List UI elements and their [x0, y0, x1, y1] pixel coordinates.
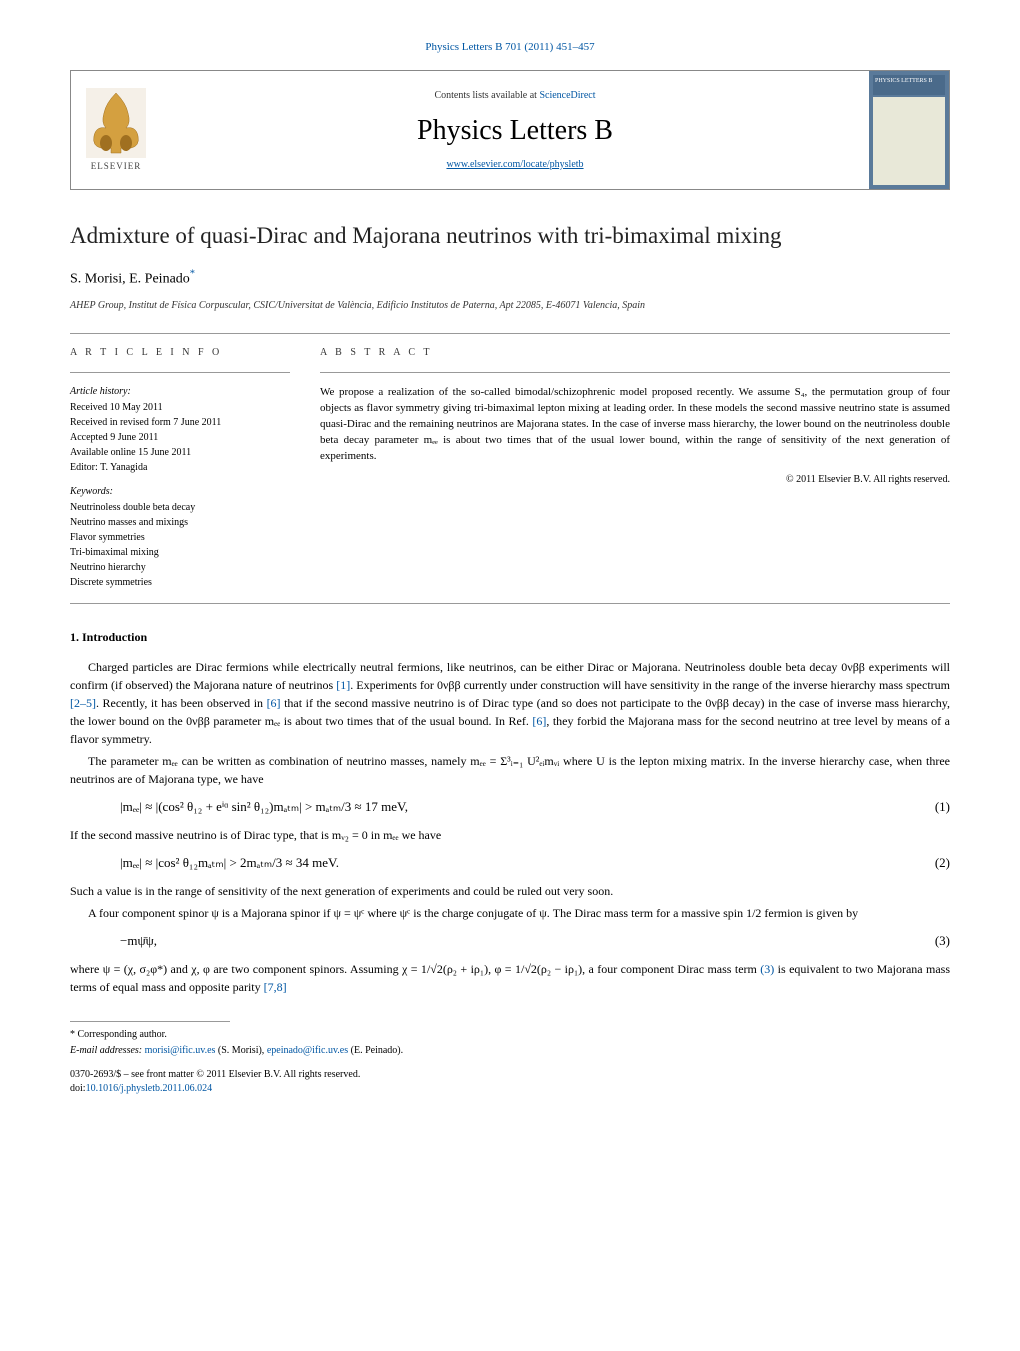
front-matter-line: 0370-2693/$ – see front matter © 2011 El…: [70, 1068, 950, 1082]
equation-number: (3): [910, 932, 950, 950]
cover-thumbnail: PHYSICS LETTERS B: [869, 71, 949, 189]
text: (E. Peinado).: [348, 1045, 403, 1056]
equation-3: −mψ̄ψ, (3): [120, 932, 950, 950]
ref-link[interactable]: [2–5]: [70, 696, 96, 710]
equation-number: (1): [910, 798, 950, 816]
authors: S. Morisi, E. Peinado*: [70, 268, 950, 289]
paragraph: If the second massive neutrino is of Dir…: [70, 826, 950, 844]
history-item: Received 10 May 2011: [70, 401, 290, 415]
footer-meta: 0370-2693/$ – see front matter © 2011 El…: [70, 1068, 950, 1096]
info-abstract-row: A R T I C L E I N F O Article history: R…: [70, 346, 950, 591]
equation-body: |mₑₑ| ≈ |(cos² θ₁₂ + eⁱᵅ sin² θ₁₂)mₐₜₘ| …: [120, 798, 910, 816]
keyword: Discrete symmetries: [70, 576, 290, 590]
journal-name: Physics Letters B: [417, 111, 613, 150]
keyword: Neutrino masses and mixings: [70, 516, 290, 530]
contents-prefix: Contents lists available at: [434, 90, 539, 101]
ref-link[interactable]: [6]: [532, 714, 546, 728]
keyword: Neutrinoless double beta decay: [70, 501, 290, 515]
keyword: Neutrino hierarchy: [70, 561, 290, 575]
header-citation: Physics Letters B 701 (2011) 451–457: [70, 40, 950, 55]
header-center: Contents lists available at ScienceDirec…: [161, 71, 869, 189]
text: . Experiments for 0νββ currently under c…: [350, 678, 950, 692]
sciencedirect-link[interactable]: ScienceDirect: [539, 90, 595, 101]
article-info-heading: A R T I C L E I N F O: [70, 346, 290, 360]
equation-number: (2): [910, 854, 950, 872]
history-label: Article history:: [70, 385, 290, 399]
history-item: Accepted 9 June 2011: [70, 431, 290, 445]
divider: [70, 372, 290, 373]
article-info-column: A R T I C L E I N F O Article history: R…: [70, 346, 290, 591]
affiliation: AHEP Group, Institut de Física Corpuscul…: [70, 299, 950, 313]
divider: [70, 333, 950, 334]
abstract-heading: A B S T R A C T: [320, 346, 950, 360]
email-link[interactable]: morisi@ific.uv.es: [145, 1045, 216, 1056]
history-item: Received in revised form 7 June 2011: [70, 416, 290, 430]
text: where ψ = (χ, σ₂φ*) and χ, φ are two com…: [70, 962, 760, 976]
section-heading: 1. Introduction: [70, 629, 950, 646]
equation-1: |mₑₑ| ≈ |(cos² θ₁₂ + eⁱᵅ sin² θ₁₂)mₐₜₘ| …: [120, 798, 950, 816]
keyword: Flavor symmetries: [70, 531, 290, 545]
cover-thumb-title: PHYSICS LETTERS B: [873, 75, 945, 95]
elsevier-tree-icon: [86, 88, 146, 158]
divider: [320, 372, 950, 373]
equation-2: |mₑₑ| ≈ |cos² θ₁₂mₐₜₘ| > 2mₐₜₘ/3 ≈ 34 me…: [120, 854, 950, 872]
text: (S. Morisi),: [215, 1045, 266, 1056]
journal-url[interactable]: www.elsevier.com/locate/physletb: [446, 158, 583, 172]
paragraph: The parameter mₑₑ can be written as comb…: [70, 752, 950, 788]
doi-line: doi:10.1016/j.physletb.2011.06.024: [70, 1082, 950, 1096]
history-item: Available online 15 June 2011: [70, 446, 290, 460]
paragraph: where ψ = (χ, σ₂φ*) and χ, φ are two com…: [70, 960, 950, 996]
history-item: Editor: T. Yanagida: [70, 461, 290, 475]
doi-link[interactable]: 10.1016/j.physletb.2011.06.024: [86, 1083, 213, 1094]
abstract-column: A B S T R A C T We propose a realization…: [320, 346, 950, 591]
equation-body: −mψ̄ψ,: [120, 932, 910, 950]
elsevier-text: ELSEVIER: [91, 160, 142, 173]
divider: [70, 603, 950, 604]
corresponding-mark[interactable]: *: [190, 271, 195, 286]
abstract-copyright: © 2011 Elsevier B.V. All rights reserved…: [320, 473, 950, 487]
email-label: E-mail addresses:: [70, 1045, 145, 1056]
paragraph: Charged particles are Dirac fermions whi…: [70, 658, 950, 748]
elsevier-logo: ELSEVIER: [71, 71, 161, 189]
keywords-block: Keywords: Neutrinoless double beta decay…: [70, 485, 290, 590]
equation-body: |mₑₑ| ≈ |cos² θ₁₂mₐₜₘ| > 2mₐₜₘ/3 ≈ 34 me…: [120, 854, 910, 872]
ref-link[interactable]: [7,8]: [264, 980, 287, 994]
contents-line: Contents lists available at ScienceDirec…: [434, 89, 595, 103]
email-footnote: E-mail addresses: morisi@ific.uv.es (S. …: [70, 1044, 950, 1058]
keyword: Tri-bimaximal mixing: [70, 546, 290, 560]
footnote-divider: [70, 1021, 230, 1022]
paragraph: A four component spinor ψ is a Majorana …: [70, 904, 950, 922]
keywords-label: Keywords:: [70, 485, 290, 499]
abstract-text: We propose a realization of the so-calle…: [320, 385, 950, 465]
doi-label: doi:: [70, 1083, 86, 1094]
ref-link[interactable]: [6]: [267, 696, 281, 710]
text: . Recently, it has been observed in: [96, 696, 267, 710]
paragraph: Such a value is in the range of sensitiv…: [70, 882, 950, 900]
header-box: ELSEVIER Contents lists available at Sci…: [70, 70, 950, 190]
eq-ref-link[interactable]: (3): [760, 962, 774, 976]
author-names: S. Morisi, E. Peinado: [70, 271, 190, 286]
email-link[interactable]: epeinado@ific.uv.es: [267, 1045, 348, 1056]
corresponding-footnote: * Corresponding author.: [70, 1028, 950, 1042]
article-title: Admixture of quasi-Dirac and Majorana ne…: [70, 220, 950, 252]
cover-thumb-body: [873, 97, 945, 185]
ref-link[interactable]: [1]: [336, 678, 350, 692]
